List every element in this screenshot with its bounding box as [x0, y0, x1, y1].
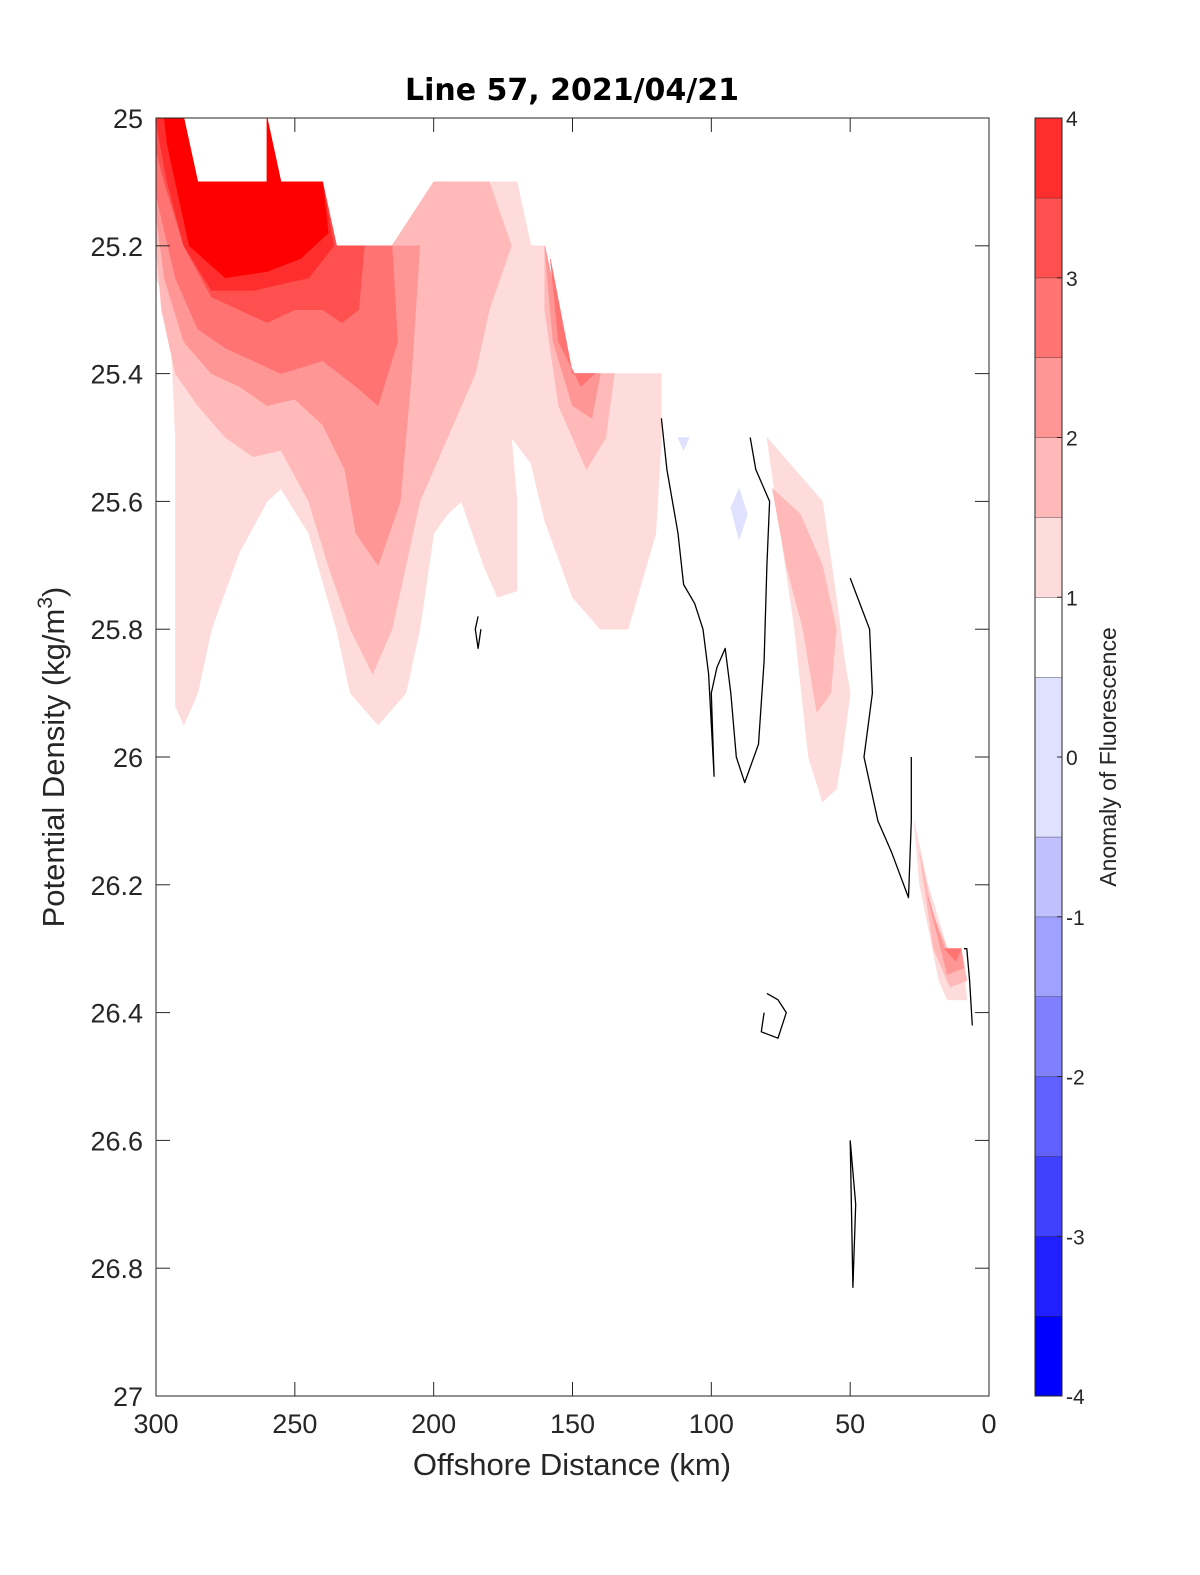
colorbar: 4 3 2 1 0 -1 -2 -3 -4 Anomaly of Fluorescence [1034, 108, 1121, 1409]
x-tick-label-5: 50 [835, 1409, 865, 1439]
y-tick-label-7: 26.4 [90, 999, 143, 1029]
y-axis-label-main: Potential Density (kg/m [36, 609, 71, 928]
colorbar-band-14 [1035, 118, 1062, 198]
colorbar-band-11 [1035, 357, 1062, 438]
fill-region-11 [550, 258, 596, 387]
axis-ticks: 300 250 200 150 100 50 0 25 25.2 25.4 25.6 25.8 26 26… [90, 104, 996, 1439]
filled-contours [155, 117, 968, 1001]
colorbar-tick-label-1: 3 [1066, 268, 1078, 291]
contour-line-4 [760, 992, 787, 1039]
x-tick-label-4: 100 [689, 1409, 734, 1439]
y-axis-label: Potential Density (kg/m3) [34, 587, 71, 928]
contour-line-1 [849, 577, 912, 899]
colorbar-band-3 [1035, 1076, 1062, 1157]
colorbar-tick-label-8: -4 [1066, 1386, 1085, 1409]
x-tick-label-0: 300 [133, 1409, 178, 1439]
y-axis-label-sup: 3 [34, 597, 57, 609]
y-axis-label-end: ) [36, 587, 71, 597]
fill-region-5 [771, 487, 837, 714]
colorbar-band-10 [1035, 437, 1062, 518]
colorbar-tick-label-2: 2 [1066, 428, 1078, 451]
fill-region-12 [943, 948, 962, 963]
plot-area: 300 250 200 150 100 50 0 25 25.2 25.4 25.6 25.8 26 26… [90, 104, 996, 1439]
y-tick-label-5: 26 [113, 743, 143, 773]
colorbar-tick-label-3: 1 [1066, 587, 1078, 610]
y-tick-label-8: 26.6 [90, 1126, 143, 1156]
x-tick-label-3: 150 [550, 1409, 595, 1439]
contour-line-5 [849, 1140, 857, 1289]
colorbar-band-2 [1035, 1156, 1062, 1237]
contour-lines [474, 418, 973, 1289]
colorbar-tick-label-0: 4 [1066, 108, 1078, 131]
fill-region-15 [163, 117, 329, 279]
colorbar-band-9 [1035, 517, 1062, 598]
negative-patch-0 [677, 437, 690, 452]
x-tick-label-6: 0 [981, 1409, 996, 1439]
y-tick-label-10: 27 [113, 1382, 143, 1412]
x-tick-label-2: 200 [411, 1409, 456, 1439]
colorbar-tick-label-7: -3 [1066, 1226, 1085, 1249]
y-tick-label-6: 26.2 [90, 871, 143, 901]
chart-title: Line 57, 2021/04/21 [405, 73, 739, 108]
y-tick-label-3: 25.6 [90, 487, 143, 517]
negative-patch-1 [730, 487, 748, 541]
colorbar-band-8 [1035, 597, 1062, 678]
colorbar-band-12 [1035, 277, 1062, 358]
colorbar-band-13 [1035, 197, 1062, 278]
colorbar-ticks: 4 3 2 1 0 -1 -2 -3 -4 [1057, 108, 1085, 1409]
colorbar-band-6 [1035, 836, 1062, 917]
colorbar-tick-label-5: -1 [1066, 907, 1085, 930]
colorbar-tick-label-4: 0 [1066, 747, 1078, 770]
colorbar-label: Anomaly of Fluorescence [1095, 627, 1121, 887]
y-tick-label-1: 25.2 [90, 232, 143, 262]
y-tick-label-2: 25.4 [90, 360, 143, 390]
y-tick-label-9: 26.8 [90, 1254, 143, 1284]
colorbar-band-0 [1035, 1316, 1062, 1396]
colorbar-band-5 [1035, 916, 1062, 997]
contour-line-2 [964, 948, 973, 1026]
contour-line-0 [660, 418, 771, 784]
y-tick-label-0: 25 [113, 104, 143, 134]
y-tick-label-4: 25.8 [90, 615, 143, 645]
x-tick-label-1: 250 [272, 1409, 317, 1439]
colorbar-band-1 [1035, 1236, 1062, 1317]
x-axis-label: Offshore Distance (km) [413, 1447, 731, 1482]
contour-line-3 [474, 616, 482, 650]
colorbar-tick-label-6: -2 [1066, 1067, 1085, 1090]
colorbar-swatches [1035, 117, 1062, 1396]
colorbar-band-4 [1035, 996, 1062, 1077]
